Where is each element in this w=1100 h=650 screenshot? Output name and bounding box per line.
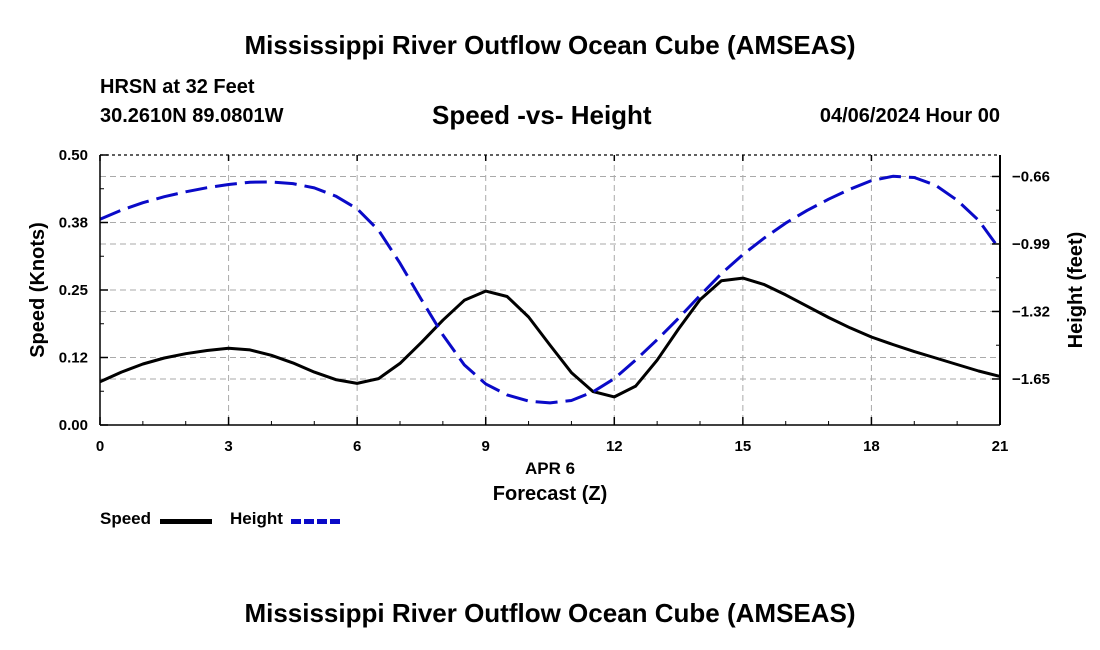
legend-speed-swatch [160, 519, 212, 524]
speed-height-chart: 0 3 6 9 12 15 18 21 0.00 0.12 0.25 0.38 0.50 −1.65 −1.… [27, 147, 1087, 505]
y-tick-label-4: 0.50 [59, 147, 88, 164]
x-tick-label-2: 6 [353, 438, 361, 455]
legend-height-swatch [291, 519, 343, 524]
x-tick-label-3: 9 [482, 438, 490, 455]
axes: 0 3 6 9 12 15 18 21 0.00 0.12 0.25 0.38 0.50 −1.65 −1.… [59, 147, 1050, 455]
x-tick-label-4: 12 [606, 438, 623, 455]
y-tick-label-1: 0.12 [59, 350, 88, 367]
x-tick-label-5: 15 [735, 438, 752, 455]
legend-height-label: Height [230, 509, 283, 528]
x-axis-date-label: APR 6 [525, 459, 575, 478]
y2-tick-label-2: −0.99 [1012, 236, 1050, 253]
station-label: HRSN at 32 Feet [100, 76, 255, 98]
legend-speed-label: Speed [100, 509, 152, 528]
footer-title: Mississippi River Outflow Ocean Cube (AM… [244, 598, 856, 628]
chart-subtitle: Speed -vs- Height [432, 100, 652, 130]
datetime-label: 04/06/2024 Hour 00 [819, 105, 1000, 127]
y2-tick-label-1: −1.32 [1012, 303, 1050, 320]
x-tick-label-1: 3 [224, 438, 232, 455]
y2-tick-label-0: −1.65 [1012, 371, 1050, 388]
y2-tick-label-3: −0.66 [1012, 168, 1050, 185]
x-tick-label-6: 18 [863, 438, 880, 455]
y-tick-label-3: 0.38 [59, 215, 88, 232]
x-tick-label-7: 21 [992, 438, 1009, 455]
series-line-height [99, 174, 1002, 405]
series-layer [99, 174, 1002, 405]
y2-axis-label: Height (feet) [1065, 232, 1087, 349]
coordinates-label: 30.2610N 89.0801W [100, 105, 284, 127]
y-tick-label-2: 0.25 [59, 282, 88, 299]
x-tick-label-0: 0 [96, 438, 104, 455]
series-line-speed [99, 276, 1001, 399]
y-tick-label-0: 0.00 [59, 417, 88, 434]
grid [100, 155, 1000, 425]
y-axis-label: Speed (Knots) [27, 222, 49, 358]
x-axis-label: Forecast (Z) [493, 483, 607, 505]
chart-title: Mississippi River Outflow Ocean Cube (AM… [244, 30, 856, 60]
